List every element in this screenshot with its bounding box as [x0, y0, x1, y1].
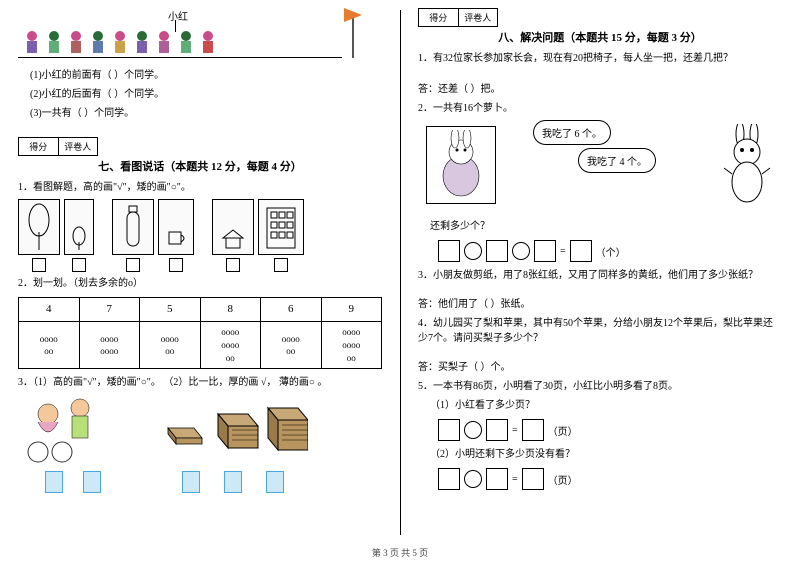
- operator-circle[interactable]: [464, 242, 482, 260]
- q8-1: 1．有32位家长参加家长会，现在有20把椅子，每人坐一把，还差几把？: [418, 51, 782, 66]
- equals-sign: =: [560, 246, 566, 257]
- equals-sign: =: [512, 474, 518, 485]
- books-illustration: [158, 394, 308, 493]
- cross-out-table: 4 7 5 8 6 9 oooooo oooooooo oooooo ooooo…: [18, 297, 382, 369]
- score-box: 得分 评卷人: [18, 137, 98, 156]
- operator-circle[interactable]: [512, 242, 530, 260]
- answer-box[interactable]: [486, 419, 508, 441]
- answer-box[interactable]: [72, 258, 86, 272]
- image-compare-row: [18, 199, 382, 272]
- equation-row-2: = （个）: [438, 240, 782, 262]
- child-icon: [44, 30, 64, 58]
- rabbit-left-icon: [426, 126, 496, 204]
- answer-box[interactable]: [45, 471, 63, 493]
- equation-row-5-1: = （页）: [438, 419, 782, 441]
- equation-row-5-2: = （页）: [438, 468, 782, 490]
- child-icon: [110, 30, 130, 58]
- answer-box[interactable]: [438, 240, 460, 262]
- q8-4: 4．幼儿园买了梨和苹果，其中有50个苹果，分给小朋友12个苹果后，梨比苹果还少7…: [418, 316, 782, 346]
- q8-5-2: （2）小明还剩下多少页没有看？: [418, 447, 782, 462]
- operator-circle[interactable]: [464, 421, 482, 439]
- answer-box[interactable]: [486, 468, 508, 490]
- answer-box[interactable]: [266, 471, 284, 493]
- q8-5-1: （1）小红看了多少页？: [418, 398, 782, 413]
- answer-box[interactable]: [83, 471, 101, 493]
- small-house-icon: [212, 199, 254, 255]
- answer-box[interactable]: [438, 468, 460, 490]
- answer-box[interactable]: [570, 240, 592, 262]
- section-7-title: 七、看图说话（本题共 12 分，每题 4 分）: [18, 158, 382, 174]
- grader-label: 评卷人: [459, 9, 498, 26]
- a8-4: 答：买梨子（ ）个。: [418, 360, 782, 375]
- q8-2: 2．一共有16个萝卜。: [418, 101, 782, 116]
- answer-box[interactable]: [226, 258, 240, 272]
- sub-q1: (1)小红的前面有（ ）个同学。: [18, 68, 382, 83]
- right-column: 得分 评卷人 八、解决问题（本题共 15 分，每题 3 分） 1．有32位家长参…: [400, 0, 800, 565]
- column-divider: [400, 10, 401, 535]
- grader-label: 评卷人: [59, 138, 98, 155]
- child-icon: [66, 30, 86, 58]
- section-8-title: 八、解决问题（本题共 15 分，每题 3 分）: [418, 29, 782, 45]
- child-icon: [22, 30, 42, 58]
- answer-box[interactable]: [534, 240, 556, 262]
- unit-label: （个）: [596, 244, 626, 259]
- answer-box[interactable]: [169, 258, 183, 272]
- xiaohong-label: 小红: [168, 8, 188, 23]
- score-label: 得分: [19, 138, 59, 155]
- sub-q2: (2)小红的后面有（ ）个同学。: [18, 87, 382, 102]
- cup-icon: [158, 199, 194, 255]
- operator-circle[interactable]: [464, 470, 482, 488]
- child-icon: [176, 30, 196, 58]
- answer-box[interactable]: [32, 258, 46, 272]
- child-icon: [88, 30, 108, 58]
- speech-bubble-1: 我吃了 6 个。: [533, 120, 611, 145]
- q8-3: 3．小朋友做剪纸，用了8张红纸，又用了同样多的黄纸，他们用了多少张纸？: [418, 268, 782, 283]
- sub-q3: (3)一共有（ ）个同学。: [18, 106, 382, 121]
- answer-box[interactable]: [274, 258, 288, 272]
- tall-tree-icon: [18, 199, 60, 255]
- answer-box[interactable]: [522, 419, 544, 441]
- page-footer: 第 3 页 共 5 页: [0, 546, 800, 559]
- kids-illustration: [18, 394, 128, 493]
- answer-box[interactable]: [224, 471, 242, 493]
- answer-box[interactable]: [182, 471, 200, 493]
- answer-box[interactable]: [486, 240, 508, 262]
- child-icon: [132, 30, 152, 58]
- q7-1: 1．看图解题，高的画"√"，矮的画"○"。: [18, 180, 382, 195]
- q7-3: 3．（1）高的画"√"，矮的画"○"。 （2）比一比，厚的画 √， 薄的画○ 。: [18, 375, 382, 390]
- remain-label: 还剩多少个？: [418, 219, 782, 234]
- child-icon: [154, 30, 174, 58]
- answer-box[interactable]: [438, 419, 460, 441]
- score-label: 得分: [419, 9, 459, 26]
- answer-box[interactable]: [522, 468, 544, 490]
- speech-bubble-2: 我吃了 4 个。: [578, 148, 656, 173]
- unit-label: （页）: [548, 472, 578, 487]
- child-icon: [198, 30, 218, 58]
- short-tree-icon: [64, 199, 94, 255]
- building-icon: [258, 199, 304, 255]
- thermos-icon: [112, 199, 154, 255]
- equals-sign: =: [512, 425, 518, 436]
- rabbit-right-icon: [720, 124, 776, 213]
- left-column: 小红 (1)小红的前面有（ ）个同学。 (2)小红的后面有（ ）个同学。 (3)…: [0, 0, 400, 565]
- rabbit-scene: 我吃了 6 个。 我吃了 4 个。: [418, 120, 782, 215]
- score-box: 得分 评卷人: [418, 8, 498, 27]
- children-queue: 小红: [18, 8, 382, 64]
- a8-1: 答：还差（ ）把。: [418, 82, 782, 97]
- q7-2: 2．划一划。（划去多余的o）: [18, 276, 382, 291]
- q8-5: 5．一本书有86页，小明看了30页，小红比小明多看了8页。: [418, 379, 782, 394]
- answer-box[interactable]: [126, 258, 140, 272]
- unit-label: （页）: [548, 423, 578, 438]
- a8-3: 答：他们用了（ ）张纸。: [418, 297, 782, 312]
